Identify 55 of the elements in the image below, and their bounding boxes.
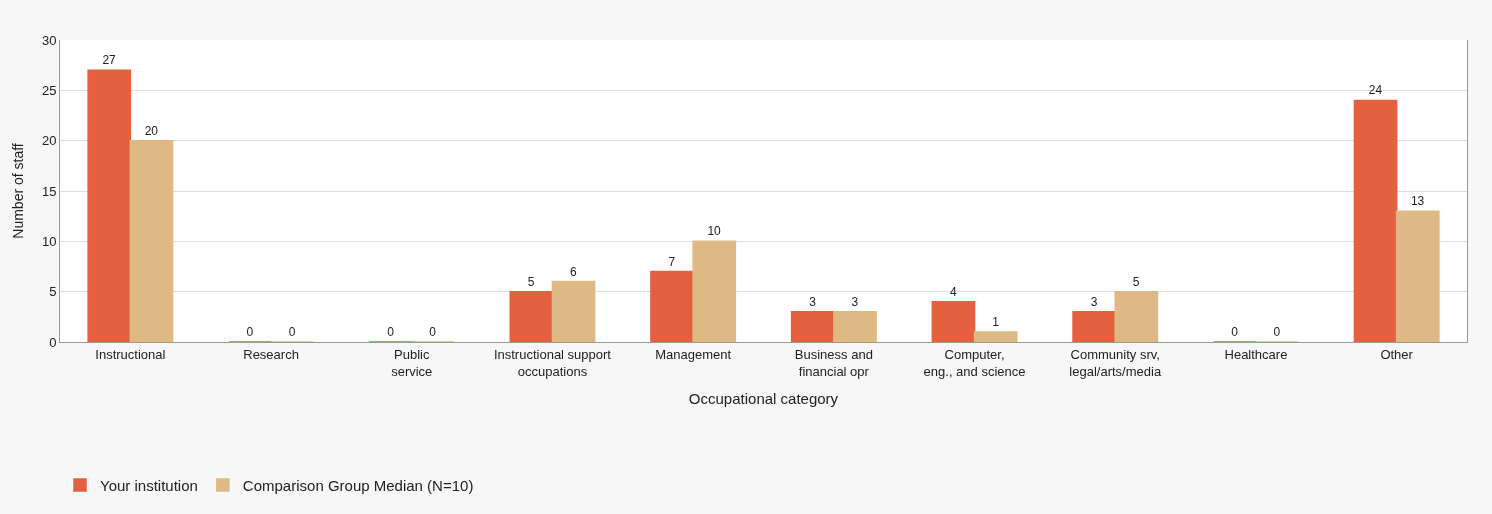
bar	[1072, 311, 1116, 342]
bar	[551, 280, 596, 342]
bar	[650, 270, 694, 342]
data-label: 5	[1132, 274, 1140, 289]
x-tick-label: Computer, eng., and science	[923, 346, 1026, 379]
bar	[87, 69, 132, 342]
data-label: 13	[1410, 194, 1425, 209]
data-label: 3	[851, 294, 859, 309]
x-tick-label: Community srv, legal/arts/media	[1069, 346, 1162, 379]
x-tick-label: Public service	[391, 346, 433, 379]
y-tick-label: 10	[41, 233, 57, 249]
bar	[509, 290, 554, 342]
bar	[692, 240, 737, 342]
data-label: 0	[288, 325, 296, 339]
y-tick-label: 15	[41, 183, 57, 199]
y-tick-label: 0	[49, 334, 57, 350]
legend-label: Comparison Group Median (N=10)	[242, 476, 474, 494]
bar	[1395, 210, 1440, 342]
bar	[1114, 290, 1159, 342]
x-tick-label: Instructional support occupations	[493, 346, 612, 379]
y-tick-label: 20	[41, 133, 57, 149]
x-tick-label: Management	[655, 346, 732, 362]
x-tick-label: Business and financial opr	[794, 346, 873, 379]
bar	[129, 139, 174, 342]
bar	[1353, 99, 1398, 342]
data-label: 7	[668, 254, 676, 269]
x-tick-label: Instructional	[95, 346, 166, 362]
y-tick-label: 25	[41, 82, 57, 98]
legend-label: Your institution	[100, 476, 198, 494]
x-tick-label: Healthcare	[1224, 346, 1288, 362]
y-tick-label: 5	[49, 284, 57, 300]
data-label: 3	[1090, 294, 1098, 309]
y-axis-title: Number of staff	[9, 143, 26, 239]
data-label: 0	[1273, 325, 1281, 339]
x-axis-title: Occupational category	[688, 389, 839, 407]
data-label: 20	[144, 123, 159, 138]
data-label: 10	[707, 224, 722, 239]
data-label: 24	[1368, 83, 1383, 98]
y-tick-label: 30	[41, 32, 57, 48]
bar	[931, 300, 976, 342]
bar	[790, 311, 835, 342]
data-label: 5	[527, 274, 535, 289]
bar	[833, 311, 877, 342]
x-tick-label: Other	[1380, 346, 1414, 362]
data-label: 6	[570, 264, 578, 279]
data-label: 0	[429, 325, 437, 339]
data-label: 0	[387, 325, 395, 339]
data-label: 0	[1231, 325, 1239, 339]
data-label: 3	[809, 294, 817, 309]
data-label: 0	[246, 325, 254, 339]
data-label: 4	[949, 284, 957, 299]
bar	[973, 331, 1018, 342]
data-label: 27	[102, 53, 117, 68]
data-label: 1	[992, 314, 1000, 329]
x-tick-label: Research	[243, 346, 299, 362]
